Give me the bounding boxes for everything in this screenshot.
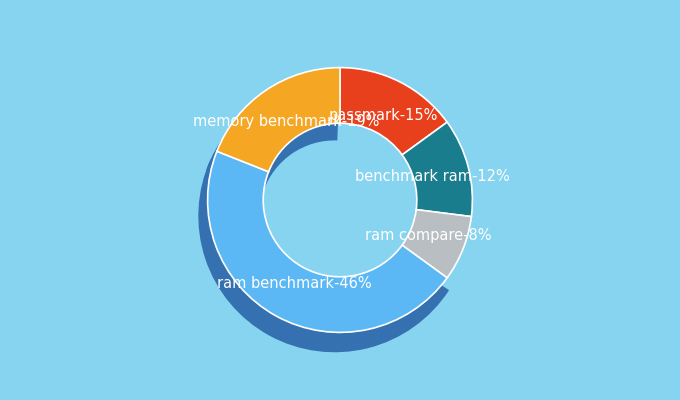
Wedge shape	[402, 210, 471, 278]
Wedge shape	[217, 68, 340, 172]
Wedge shape	[340, 68, 447, 155]
Text: passmark-15%: passmark-15%	[328, 108, 438, 122]
Wedge shape	[199, 159, 449, 352]
Wedge shape	[402, 122, 473, 216]
Text: benchmark ram-12%: benchmark ram-12%	[355, 169, 510, 184]
Text: ram compare-8%: ram compare-8%	[365, 228, 492, 242]
Text: memory benchmark-19%: memory benchmark-19%	[193, 114, 379, 129]
Text: ram benchmark-46%: ram benchmark-46%	[217, 276, 371, 291]
Wedge shape	[206, 80, 339, 190]
Wedge shape	[207, 151, 447, 332]
